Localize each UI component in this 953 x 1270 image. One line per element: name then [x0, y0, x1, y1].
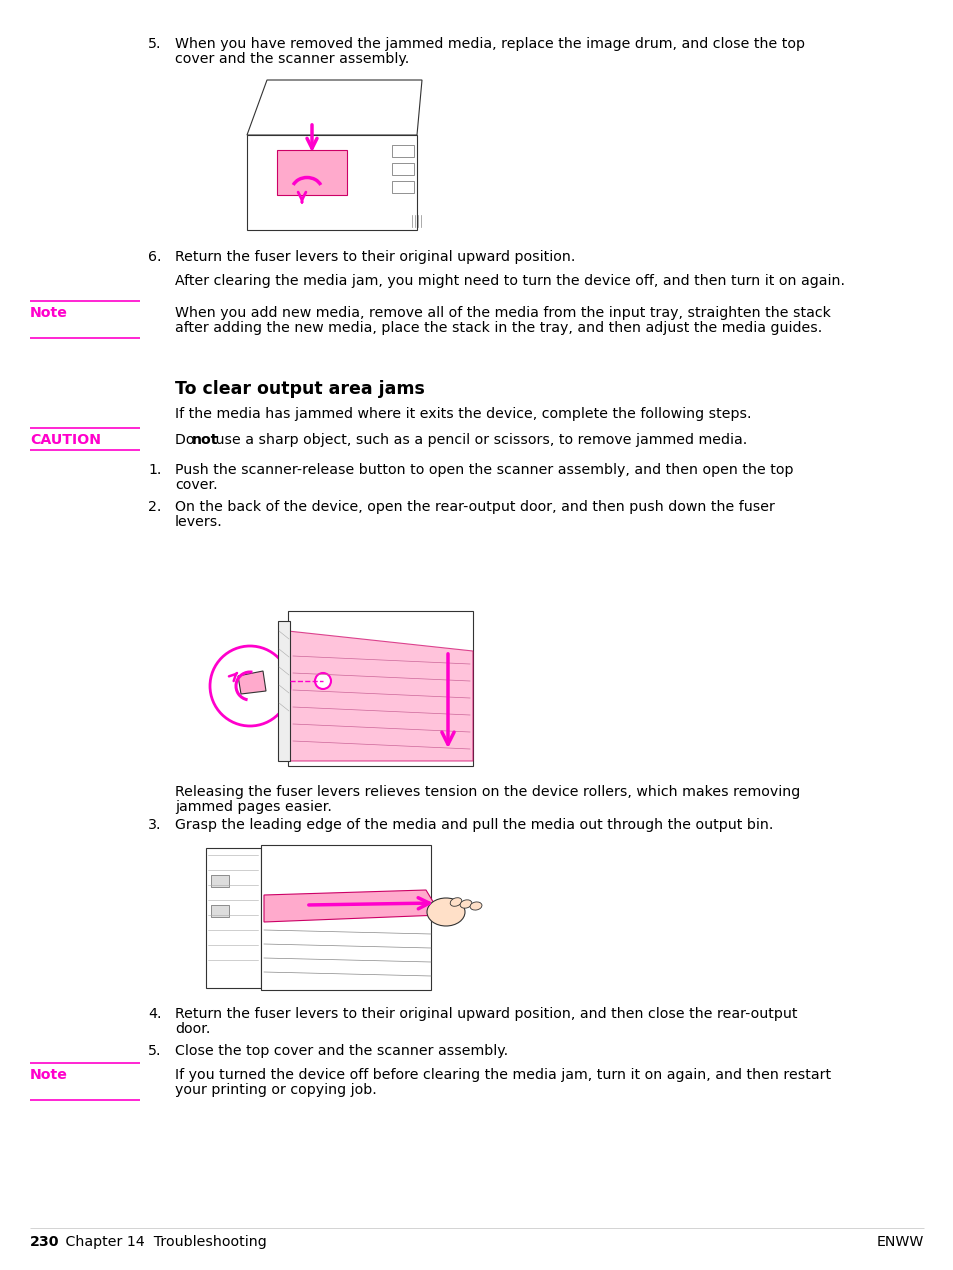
Bar: [211, 875, 229, 886]
Bar: [206, 848, 261, 988]
Text: 5.: 5.: [148, 37, 161, 51]
Bar: [288, 611, 473, 766]
Bar: [211, 906, 229, 917]
Circle shape: [314, 673, 331, 690]
Bar: [277, 621, 290, 761]
Polygon shape: [264, 890, 440, 922]
Text: Chapter 14  Troubleshooting: Chapter 14 Troubleshooting: [51, 1234, 266, 1248]
Text: 2.: 2.: [148, 500, 161, 514]
Text: Do: Do: [174, 433, 199, 447]
Text: Close the top cover and the scanner assembly.: Close the top cover and the scanner asse…: [174, 1044, 508, 1058]
Bar: [392, 182, 414, 193]
Bar: [392, 145, 414, 157]
Text: 6.: 6.: [148, 250, 161, 264]
Text: Push the scanner-release button to open the scanner assembly, and then open the : Push the scanner-release button to open …: [174, 464, 793, 478]
Ellipse shape: [470, 902, 481, 911]
Text: On the back of the device, open the rear-output door, and then push down the fus: On the back of the device, open the rear…: [174, 500, 774, 514]
Bar: [276, 150, 347, 196]
Text: ENWW: ENWW: [876, 1234, 923, 1248]
Circle shape: [210, 646, 290, 726]
Text: 5.: 5.: [148, 1044, 161, 1058]
Text: not: not: [192, 433, 218, 447]
Text: When you have removed the jammed media, replace the image drum, and close the to: When you have removed the jammed media, …: [174, 37, 804, 51]
Text: Return the fuser levers to their original upward position, and then close the re: Return the fuser levers to their origina…: [174, 1007, 797, 1021]
Text: your printing or copying job.: your printing or copying job.: [174, 1083, 376, 1097]
Text: Return the fuser levers to their original upward position.: Return the fuser levers to their origina…: [174, 250, 575, 264]
Text: 4.: 4.: [148, 1007, 161, 1021]
Text: Grasp the leading edge of the media and pull the media out through the output bi: Grasp the leading edge of the media and …: [174, 818, 773, 832]
Text: cover.: cover.: [174, 478, 217, 491]
Text: jammed pages easier.: jammed pages easier.: [174, 800, 332, 814]
Polygon shape: [237, 671, 266, 693]
Text: 1.: 1.: [148, 464, 161, 478]
Text: If you turned the device off before clearing the media jam, turn it on again, an: If you turned the device off before clea…: [174, 1068, 830, 1082]
Text: Note: Note: [30, 1068, 68, 1082]
Text: Releasing the fuser levers relieves tension on the device rollers, which makes r: Releasing the fuser levers relieves tens…: [174, 785, 800, 799]
Text: CAUTION: CAUTION: [30, 433, 101, 447]
Polygon shape: [288, 631, 473, 761]
Ellipse shape: [427, 898, 464, 926]
Bar: [261, 845, 431, 991]
Ellipse shape: [459, 900, 472, 908]
Polygon shape: [247, 80, 421, 135]
FancyBboxPatch shape: [247, 135, 416, 230]
Text: Note: Note: [30, 306, 68, 320]
Bar: [392, 163, 414, 175]
Text: 3.: 3.: [148, 818, 161, 832]
Text: 230: 230: [30, 1234, 59, 1248]
Text: To clear output area jams: To clear output area jams: [174, 380, 424, 398]
Text: cover and the scanner assembly.: cover and the scanner assembly.: [174, 52, 409, 66]
Text: After clearing the media jam, you might need to turn the device off, and then tu: After clearing the media jam, you might …: [174, 274, 844, 288]
Ellipse shape: [450, 898, 461, 907]
Text: When you add new media, remove all of the media from the input tray, straighten : When you add new media, remove all of th…: [174, 306, 830, 320]
Text: after adding the new media, place the stack in the tray, and then adjust the med: after adding the new media, place the st…: [174, 321, 821, 335]
Text: use a sharp object, such as a pencil or scissors, to remove jammed media.: use a sharp object, such as a pencil or …: [211, 433, 746, 447]
Text: door.: door.: [174, 1022, 211, 1036]
Text: levers.: levers.: [174, 516, 222, 530]
Text: If the media has jammed where it exits the device, complete the following steps.: If the media has jammed where it exits t…: [174, 406, 751, 420]
